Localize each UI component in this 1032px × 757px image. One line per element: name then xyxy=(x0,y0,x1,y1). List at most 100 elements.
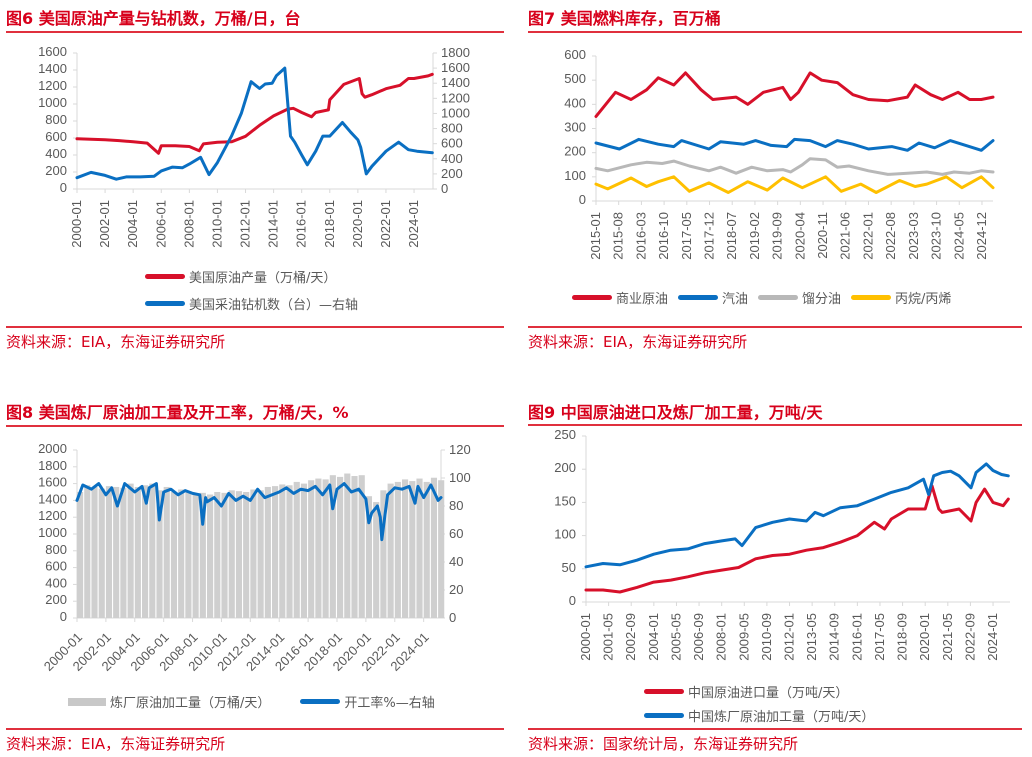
bar xyxy=(235,491,243,618)
y-right-tick-label: 40 xyxy=(449,554,463,569)
y-tick-label: 600 xyxy=(45,559,67,574)
bar xyxy=(286,485,293,618)
bar xyxy=(142,485,149,618)
x-tick-label: 2000-01 xyxy=(578,613,593,661)
bar xyxy=(438,480,445,618)
series-line-gray xyxy=(594,157,995,176)
y-tick-label: 800 xyxy=(45,542,67,557)
chart6-legend-rigs: 美国采油钻机数（台）—右轴 xyxy=(145,294,358,313)
y-tick-label: 1600 xyxy=(38,475,67,490)
legend-label: 汽油 xyxy=(722,292,749,307)
bar xyxy=(77,492,84,618)
legend-swatch-gray xyxy=(758,295,799,300)
y-tick-label: 250 xyxy=(554,427,576,442)
x-tick-label: 2004-01 xyxy=(646,613,661,661)
x-tick-label: 2004-01 xyxy=(125,200,140,248)
x-tick-label: 2012-01 xyxy=(782,613,797,661)
legend-label: 开工率%—右轴 xyxy=(344,696,435,711)
bar xyxy=(105,486,113,618)
x-tick-label: 2021-05 xyxy=(940,613,955,661)
x-tick-label: 2023-10 xyxy=(929,212,944,260)
y-right-tick-label: 200 xyxy=(441,166,463,181)
series-line-red xyxy=(584,484,1010,594)
x-tick-label: 2002-09 xyxy=(623,613,638,661)
x-tick-label: 2014-01 xyxy=(266,200,281,248)
bar xyxy=(113,486,120,618)
y-tick-label: 1800 xyxy=(38,458,67,473)
chart9-legend-refining: 中国炼厂原油加工量（万吨/天） xyxy=(644,706,874,725)
bar xyxy=(344,473,351,618)
legend-label: 炼厂原油加工量（万桶/天） xyxy=(110,696,271,711)
y-right-tick-label: 100 xyxy=(449,470,471,485)
chart6-source: 资料来源：EIA，东海证券研究所 xyxy=(6,333,226,351)
x-tick-label: 2008-01 xyxy=(181,200,196,248)
bar xyxy=(207,494,214,618)
x-tick-label: 2015-01 xyxy=(588,212,603,260)
bar xyxy=(380,490,387,618)
x-tick-label: 2024-12 xyxy=(974,212,989,260)
bar xyxy=(322,479,329,618)
chart6-title-rule xyxy=(6,31,504,33)
bar xyxy=(98,488,105,618)
bar xyxy=(300,483,308,618)
y-right-tick-label: 1000 xyxy=(441,105,470,120)
chart6-source-rule xyxy=(6,326,504,328)
chart9-legend-imports: 中国原油进口量（万吨/天） xyxy=(644,682,848,701)
x-tick-label: 2020-11 xyxy=(815,212,830,259)
x-tick-label: 2016-10 xyxy=(656,212,671,260)
chart8-title-rule xyxy=(6,425,504,427)
bar xyxy=(365,496,373,618)
y-tick-label: 2000 xyxy=(38,441,67,456)
x-tick-label: 2017-05 xyxy=(679,212,694,260)
x-tick-label: 2018-09 xyxy=(895,613,910,661)
bar xyxy=(373,502,380,618)
chart6-title: 图6 美国原油产量与钻机数，万桶/日，台 xyxy=(6,9,301,28)
legend-label: 美国原油产量（万桶/天） xyxy=(189,271,337,286)
y-tick-label: 1400 xyxy=(38,491,67,506)
bar xyxy=(156,490,163,618)
x-tick-label: 2013-05 xyxy=(804,613,819,661)
bar xyxy=(329,475,336,618)
x-tick-label: 2020-01 xyxy=(917,613,932,661)
y-tick-label: 400 xyxy=(45,146,67,161)
bar xyxy=(221,492,228,618)
y-tick-label: 200 xyxy=(45,163,67,178)
bar xyxy=(127,483,134,618)
y-tick-label: 0 xyxy=(60,609,67,624)
x-tick-label: 2012-01 xyxy=(238,200,253,248)
series-line-blue xyxy=(584,462,1010,569)
chart8-source-rule xyxy=(6,728,504,730)
y-right-tick-label: 1200 xyxy=(441,90,470,105)
bar xyxy=(409,481,416,618)
x-tick-label: 2024-05 xyxy=(951,212,966,260)
y-right-tick-label: 800 xyxy=(441,121,463,136)
legend-swatch-bar xyxy=(68,697,106,706)
bar xyxy=(134,486,141,618)
bar xyxy=(84,485,91,618)
bar xyxy=(394,481,401,618)
y-tick-label: 600 xyxy=(45,129,67,144)
legend-swatch-blue xyxy=(145,301,185,306)
y-tick-label: 0 xyxy=(579,192,586,207)
chart6-legend-production: 美国原油产量（万桶/天） xyxy=(145,267,336,286)
x-tick-label: 2014-09 xyxy=(827,613,842,661)
y-tick-label: 1200 xyxy=(38,78,67,93)
chart9-title-rule xyxy=(528,424,1022,426)
y-right-tick-label: 1400 xyxy=(441,75,470,90)
x-tick-label: 2024-01 xyxy=(985,613,1000,661)
legend-swatch-red xyxy=(644,689,684,694)
chart-9: 0 50 100 150 200 250 2000-01 2001-05 2002-09 2004… xyxy=(554,427,1010,661)
x-tick-label: 2002-01 xyxy=(97,200,112,248)
x-tick-label: 2006-01 xyxy=(153,200,168,248)
chart7-source: 资料来源：EIA，东海证券研究所 xyxy=(528,333,748,351)
x-tick-label: 2019-09 xyxy=(770,212,785,260)
x-tick-label: 2024-01 xyxy=(406,200,421,248)
y-right-tick-label: 1800 xyxy=(441,45,470,60)
legend-label: 美国采油钻机数（台）—右轴 xyxy=(189,298,359,313)
x-tick-label: 2017-05 xyxy=(872,613,887,661)
chart9-source-rule xyxy=(528,728,1022,730)
bar xyxy=(185,491,192,618)
bar xyxy=(387,483,394,618)
